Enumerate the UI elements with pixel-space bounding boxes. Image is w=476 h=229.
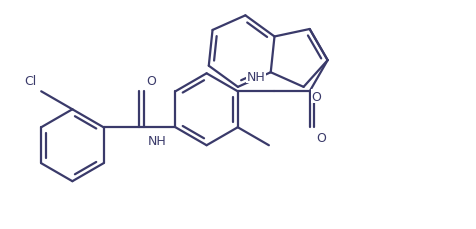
- Text: Cl: Cl: [24, 75, 37, 88]
- Text: NH: NH: [148, 134, 167, 147]
- Text: O: O: [316, 131, 326, 144]
- Text: NH: NH: [247, 71, 265, 83]
- Text: O: O: [146, 75, 156, 88]
- Text: O: O: [311, 90, 321, 103]
